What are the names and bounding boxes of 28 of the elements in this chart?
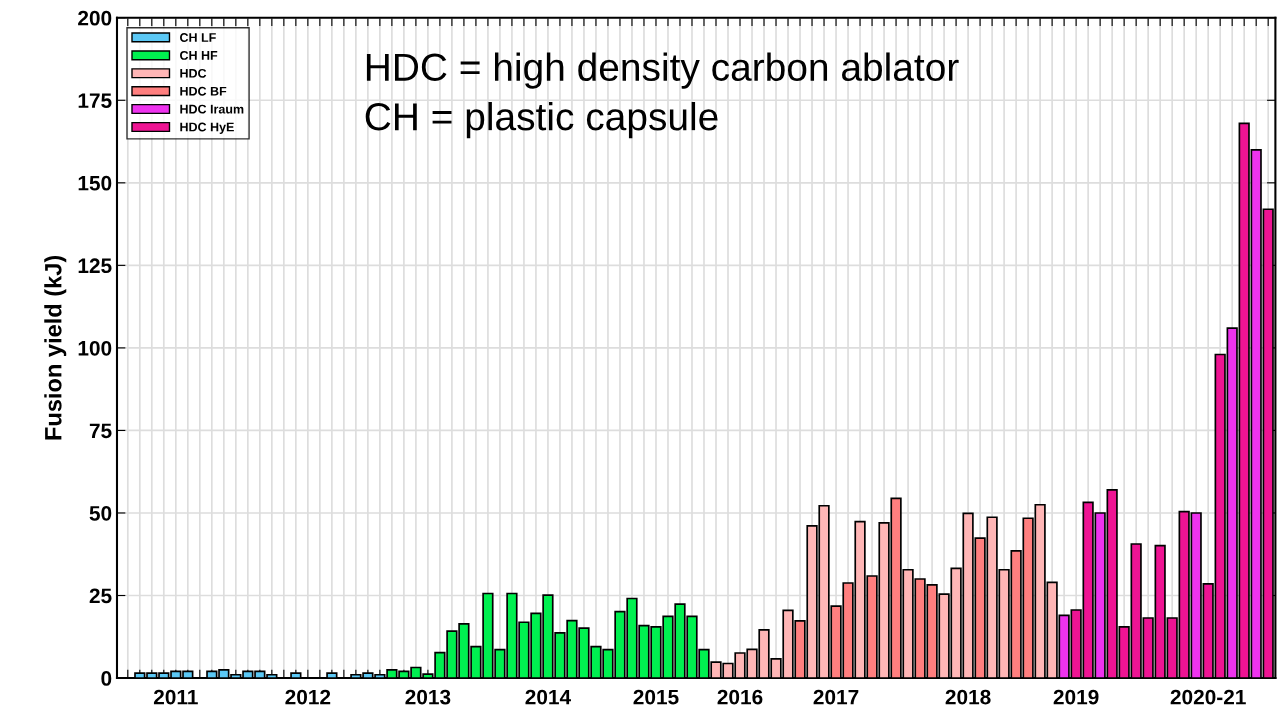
legend-label: HDC HyE (180, 122, 234, 134)
x-tick-label: 2015 (633, 689, 679, 705)
x-tick-label: 2013 (405, 689, 451, 705)
x-tick-label: 2019 (1053, 689, 1099, 705)
y-tick-label: 0 (101, 671, 112, 686)
x-tick-label: 2017 (813, 689, 859, 705)
x-tick-label: 2011 (153, 689, 198, 705)
legend-label: HDC BF (180, 86, 227, 96)
y-tick-label: 25 (89, 588, 112, 604)
legend-label: HDC (180, 68, 207, 78)
y-tick-label: 50 (89, 505, 112, 521)
x-tick-label: 2018 (945, 689, 991, 705)
x-tick-label: 2020-21 (1170, 689, 1246, 705)
y-tick-label: 200 (78, 10, 112, 26)
x-tick-label: 2014 (525, 689, 571, 705)
y-tick-label: 125 (78, 258, 112, 274)
legend-label: HDC Iraum (180, 104, 244, 114)
legend-label: CH HF (180, 50, 218, 60)
y-tick-label: 150 (78, 175, 112, 191)
x-tick-label: 2016 (717, 689, 763, 705)
y-tick-label: 175 (78, 93, 112, 109)
y-axis-title: Fusion yield (kJ) (44, 255, 67, 440)
y-tick-label: 75 (89, 423, 112, 439)
y-tick-label: 100 (78, 340, 112, 356)
legend-label: CH LF (180, 33, 216, 42)
annotation: CH = plastic capsule (365, 101, 718, 139)
x-tick-label: 2012 (285, 689, 331, 705)
annotation: HDC = high density carbon ablator (366, 52, 959, 89)
